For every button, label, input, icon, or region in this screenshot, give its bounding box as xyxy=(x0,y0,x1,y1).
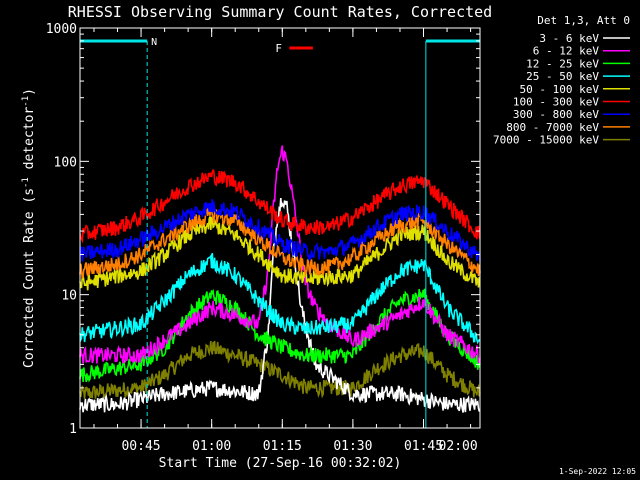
series-line xyxy=(79,340,481,399)
x-axis-label: Start Time (27-Sep-16 00:32:02) xyxy=(159,456,402,471)
legend-label: 3 - 6 keV xyxy=(539,32,599,45)
legend-label: 100 - 300 keV xyxy=(513,96,599,109)
legend-label: 12 - 25 keV xyxy=(526,57,599,70)
y-tick-label: 1000 xyxy=(46,22,77,37)
x-tick-label: 01:30 xyxy=(333,439,372,454)
series-line xyxy=(79,168,481,244)
y-axis: 1 10 100 1000 xyxy=(46,22,480,437)
footer-timestamp: 1-Sep-2022 12:05 xyxy=(559,467,636,476)
x-tick-label: 01:45 xyxy=(404,439,443,454)
x-tick-label: 00:45 xyxy=(121,439,160,454)
night-marker-label: N xyxy=(151,37,157,48)
x-tick-label: 01:00 xyxy=(192,439,231,454)
plot-frame xyxy=(79,27,481,429)
legend-label: 50 - 100 keV xyxy=(520,83,600,96)
legend-label: 6 - 12 keV xyxy=(533,45,600,58)
series-line xyxy=(79,145,481,364)
series-line xyxy=(79,199,481,262)
series-line xyxy=(79,198,481,413)
series-line xyxy=(79,253,481,345)
x-tick-label: 02:00 xyxy=(439,439,478,454)
y-axis-label-part3: ) xyxy=(22,88,37,96)
legend-label: 25 - 50 keV xyxy=(526,70,599,83)
y-tick-label: 10 xyxy=(61,289,77,304)
y-tick-label: 100 xyxy=(54,155,77,170)
y-axis-label-part2: detector xyxy=(22,107,37,178)
legend-header: Det 1,3, Att 0 xyxy=(537,14,630,27)
series-line xyxy=(79,288,481,383)
y-tick-label: 1 xyxy=(69,422,77,437)
flare-marker-label: F xyxy=(275,42,282,55)
legend-label: 300 - 800 keV xyxy=(513,108,599,121)
x-tick-label: 01:15 xyxy=(263,439,302,454)
y-axis-label: Corrected Count Rate (s-1 detector-1) xyxy=(21,88,37,368)
series-line xyxy=(79,216,480,291)
chart-title: RHESSI Observing Summary Count Rates, Co… xyxy=(68,3,492,21)
y-axis-label-sup1: -1 xyxy=(21,177,31,188)
y-axis-label-sup2: -1 xyxy=(21,96,31,107)
series-layer xyxy=(79,145,481,413)
legend-label: 7000 - 15000 keV xyxy=(493,134,599,147)
legend-label: 800 - 7000 keV xyxy=(506,121,599,134)
y-axis-label-part1: Corrected Count Rate (s xyxy=(22,188,37,368)
